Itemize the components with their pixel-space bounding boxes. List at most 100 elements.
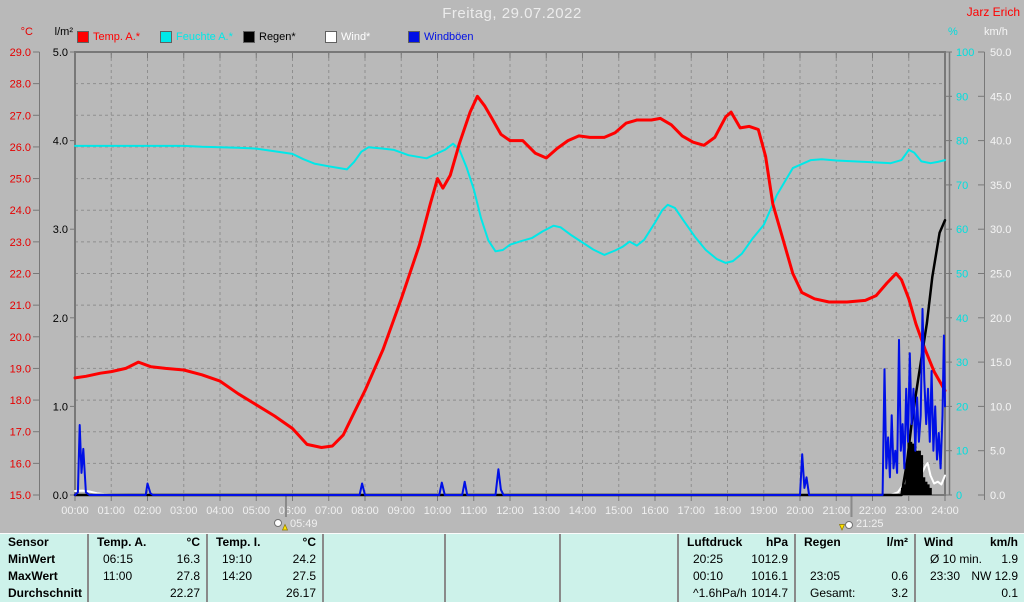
- y-tick-label-temp_c: 25.0: [10, 174, 31, 186]
- stats-cell-row: [796, 551, 914, 568]
- y-tick-label-temp_c: 17.0: [10, 427, 31, 439]
- avg-label: [446, 585, 460, 602]
- axis-unit-humidity: %: [948, 26, 958, 38]
- min-value: 16.3: [176, 552, 200, 566]
- stats-row-label: Sensor: [8, 535, 49, 549]
- stats-column-temp-i: Temp. I. °C 19:10 24.2 14:20 27.5 26.17: [206, 534, 322, 602]
- sunset-time: 21:25: [856, 518, 884, 530]
- y-tick-label-wind_kmh: 15.0: [990, 357, 1011, 369]
- x-tick-label: 04:00: [206, 505, 234, 517]
- legend-item-wind-: Wind*: [325, 31, 370, 43]
- y-tick-label-temp_c: 24.0: [10, 205, 31, 217]
- sensor-name: [446, 534, 454, 551]
- avg-label: Gesamt:: [810, 586, 856, 600]
- stats-column-luftdruck: Luftdruck hPa 20:25 1012.9 00:10 1016.1 ^1.6hP…: [677, 534, 794, 602]
- sensor-name: [324, 534, 332, 551]
- sensor-name: Temp. I.: [216, 535, 261, 549]
- x-tick-label: 05:00: [242, 505, 270, 517]
- y-tick-label-humidity_pct: 50: [956, 269, 968, 281]
- legend-label: Wind*: [341, 31, 371, 43]
- weather-chart: 00:00 01:00 02:00 03:00 04:00 05:00 06:00 07:00…: [10, 47, 1011, 517]
- stats-column-empty-1: [322, 534, 444, 602]
- page-title: Freitag, 29.07.2022: [442, 5, 582, 22]
- stats-cell-row: 19:10 24.2: [208, 551, 322, 568]
- stats-cell-row: 11:00 27.8: [89, 568, 206, 585]
- avg-label: [89, 585, 103, 602]
- stats-cell-row: ^1.6hPa/h 1014.7: [679, 585, 794, 602]
- sensor-unit: km/h: [989, 535, 1018, 549]
- stats-cell-row: 22.27: [89, 585, 206, 602]
- y-axis-rain_lm2: 0.0 1.0 2.0 3.0 4.0 5.0: [53, 47, 75, 502]
- sunset-marker: 21:25: [838, 517, 884, 531]
- min-time: [446, 551, 460, 568]
- legend-item-regen-: Regen*: [243, 31, 296, 43]
- stats-cell-row: 20:25 1012.9: [679, 551, 794, 568]
- y-tick-label-temp_c: 21.0: [10, 300, 31, 312]
- min-time: [796, 551, 810, 568]
- sunrise-marker: 05:49: [272, 517, 318, 531]
- max-time: [561, 568, 575, 585]
- y-tick-label-rain_lm2: 0.0: [53, 490, 68, 502]
- max-time: 14:20: [222, 569, 253, 583]
- y-tick-label-humidity_pct: 100: [956, 47, 974, 59]
- x-tick-label: 00:00: [61, 505, 89, 517]
- x-axis: 00:00 01:00 02:00 03:00 04:00 05:00 06:00 07:00…: [61, 53, 959, 517]
- stats-cell-row: [324, 551, 444, 568]
- plot-frame: [74, 51, 951, 496]
- max-time: 23:30: [930, 569, 961, 583]
- x-tick-label: 01:00: [97, 505, 125, 517]
- x-tick-label: 16:00: [641, 505, 669, 517]
- legend-swatch: [325, 31, 337, 43]
- stats-cell-row: [324, 534, 444, 551]
- x-tick-label: 06:00: [279, 505, 307, 517]
- legend-label: Temp. A.*: [93, 31, 141, 43]
- watermark-author: Jarz Erich: [966, 5, 1020, 19]
- max-value: 27.5: [292, 569, 316, 583]
- max-time: 11:00: [103, 569, 133, 583]
- stats-cell-row: 23:30 NW 12.9: [916, 568, 1024, 585]
- stats-column-regen: Regen l/m² 23:05 0.6 Gesamt: 3.2: [794, 534, 914, 602]
- stats-column-temp-a: Temp. A. °C 06:15 16.3 11:00 27.8 22.27: [87, 534, 206, 602]
- x-tick-label: 17:00: [677, 505, 705, 517]
- stats-row-label: MinWert: [8, 552, 56, 566]
- y-axis-wind_kmh: 0.0 5.0 10.0 15.0 20.0 25.0 30.0 35.0 40.0 45.0 50…: [978, 47, 1011, 502]
- y-tick-label-wind_kmh: 10.0: [990, 401, 1011, 413]
- stats-column-wind: Wind km/h Ø 10 min. 1.9 23:30 NW 12.9 0.1: [914, 534, 1024, 602]
- y-tick-label-wind_kmh: 5.0: [990, 446, 1005, 458]
- avg-label: [916, 585, 930, 602]
- stats-cell-row: 23:05 0.6: [796, 568, 914, 585]
- legend-item-windböen: Windböen: [408, 31, 474, 43]
- x-tick-label: 18:00: [714, 505, 742, 517]
- sensor-unit: l/m²: [886, 535, 908, 549]
- stats-cell-row: 00:10 1016.1: [679, 568, 794, 585]
- y-tick-label-temp_c: 18.0: [10, 395, 31, 407]
- y-tick-label-temp_c: 27.0: [10, 110, 31, 122]
- max-time: 23:05: [810, 569, 841, 583]
- y-tick-label-humidity_pct: 30: [956, 357, 968, 369]
- stats-cell-row: [561, 585, 677, 602]
- x-tick-label: 19:00: [750, 505, 778, 517]
- stats-cell-row: Luftdruck hPa: [679, 534, 794, 551]
- y-tick-label-rain_lm2: 4.0: [53, 136, 68, 148]
- stats-cell-row: [324, 568, 444, 585]
- y-tick-label-wind_kmh: 35.0: [990, 180, 1011, 192]
- x-tick-label: 10:00: [424, 505, 452, 517]
- y-tick-label-rain_lm2: 1.0: [53, 401, 68, 413]
- stats-row-label: Durchschnitt: [8, 586, 83, 600]
- y-tick-label-humidity_pct: 60: [956, 224, 968, 236]
- y-tick-label-wind_kmh: 20.0: [990, 313, 1011, 325]
- stats-cell-row: [446, 534, 559, 551]
- stats-row-labels: Sensor MinWert MaxWert Durchschnitt: [0, 534, 87, 602]
- min-time: 20:25: [693, 552, 724, 566]
- max-value: 1016.1: [751, 569, 788, 583]
- y-axis-humidity_pct: 0 10 20 30 40 50 60 70 80 90 100: [945, 47, 974, 502]
- y-tick-label-temp_c: 22.0: [10, 269, 31, 281]
- y-tick-label-temp_c: 23.0: [10, 237, 31, 249]
- legend-label: Regen*: [259, 31, 296, 43]
- max-value: 0.6: [891, 569, 908, 583]
- series-temp-a-: [73, 94, 947, 449]
- stats-column-empty-2: [444, 534, 559, 602]
- stats-cell-row: [561, 534, 677, 551]
- stats-cell-row: [446, 568, 559, 585]
- stats-column-empty-3: [559, 534, 677, 602]
